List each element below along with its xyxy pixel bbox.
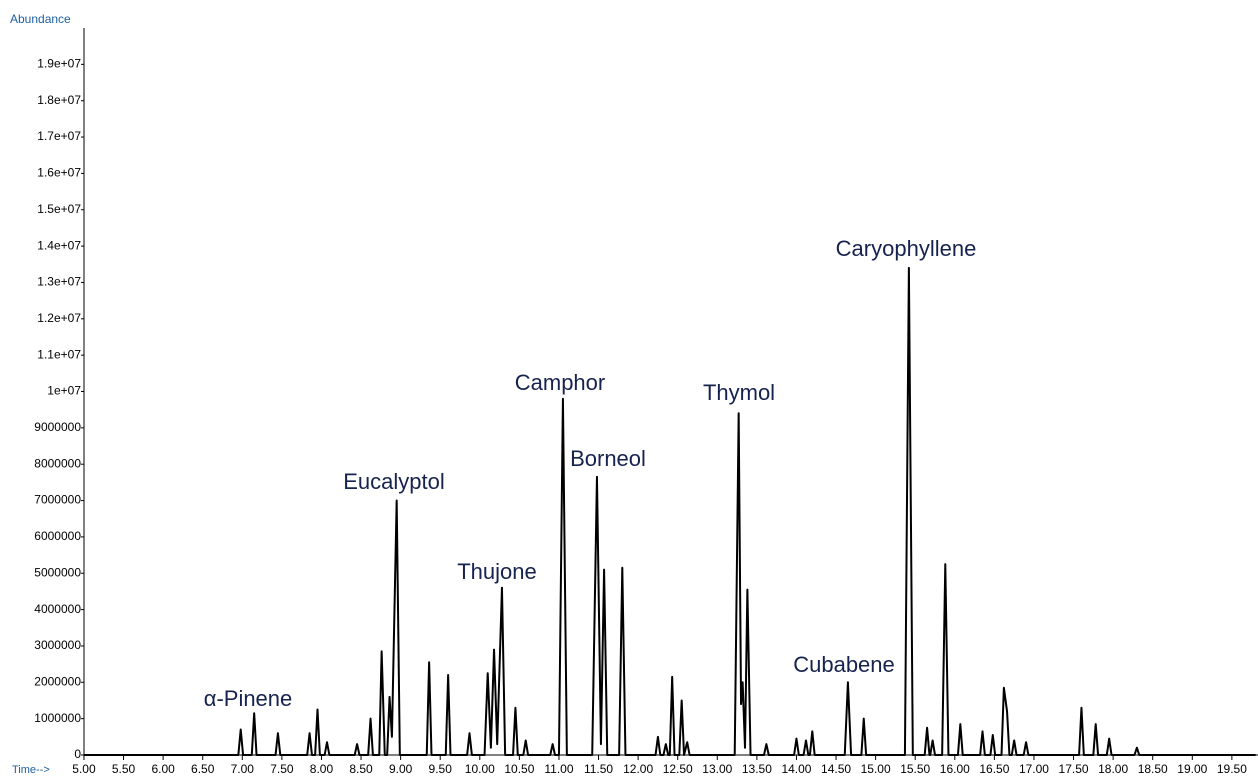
y-tick-label: 1.7e+07: [37, 129, 81, 143]
y-tick-label: 1.1e+07: [37, 347, 81, 361]
peak-label: α-Pinene: [204, 686, 293, 711]
y-tick-label: 1.9e+07: [37, 57, 81, 71]
x-tick-label: 17.00: [1019, 762, 1049, 776]
x-tick-label: 7.50: [270, 762, 294, 776]
x-tick-label: 8.50: [349, 762, 373, 776]
y-tick-label: 1.4e+07: [37, 238, 81, 252]
x-axis-label: Time-->: [12, 764, 50, 776]
peak-label: Thymol: [703, 380, 775, 405]
x-tick-label: 7.00: [231, 762, 255, 776]
y-tick-label: 3000000: [34, 638, 81, 652]
y-tick-label: 6000000: [34, 529, 81, 543]
y-tick-label: 1.8e+07: [37, 93, 81, 107]
x-tick-label: 9.00: [389, 762, 413, 776]
y-tick-label: 9000000: [34, 420, 81, 434]
x-tick-label: 10.00: [465, 762, 495, 776]
x-tick-label: 16.50: [979, 762, 1009, 776]
peak-label: Eucalyptol: [343, 469, 445, 494]
x-tick-label: 13.00: [702, 762, 732, 776]
x-tick-label: 19.00: [1177, 762, 1207, 776]
peak-label: Caryophyllene: [836, 236, 977, 261]
x-tick-label: 15.00: [861, 762, 891, 776]
y-axis-label: Abundance: [10, 12, 71, 26]
y-tick-label: 7000000: [34, 493, 81, 507]
y-tick-label: 1.6e+07: [37, 166, 81, 180]
peak-label: Thujone: [457, 559, 537, 584]
y-tick-label: 1.2e+07: [37, 311, 81, 325]
y-tick-label: 1.3e+07: [37, 275, 81, 289]
y-tick-label: 1000000: [34, 711, 81, 725]
x-tick-label: 16.00: [940, 762, 970, 776]
x-tick-label: 17.50: [1059, 762, 1089, 776]
x-tick-label: 19.50: [1217, 762, 1247, 776]
peak-label: Borneol: [570, 446, 646, 471]
x-tick-label: 8.00: [310, 762, 334, 776]
chromatogram-line: [83, 266, 1256, 756]
x-tick-label: 6.50: [191, 762, 215, 776]
y-tick-label: 1.5e+07: [37, 202, 81, 216]
x-tick-label: 10.50: [504, 762, 534, 776]
y-tick-label: 5000000: [34, 565, 81, 579]
peak-label: Cubabene: [793, 652, 895, 677]
y-tick-label: 4000000: [34, 602, 81, 616]
x-tick-label: 13.50: [742, 762, 772, 776]
x-tick-label: 5.00: [72, 762, 96, 776]
y-tick-label: 2000000: [34, 674, 81, 688]
x-tick-label: 12.50: [663, 762, 693, 776]
x-tick-label: 9.50: [429, 762, 453, 776]
peak-label: Camphor: [515, 370, 605, 395]
y-tick-label: 1e+07: [47, 384, 81, 398]
x-tick-label: 18.00: [1098, 762, 1128, 776]
x-tick-label: 18.50: [1138, 762, 1168, 776]
y-tick-label: 0: [74, 747, 81, 761]
x-tick-label: 11.50: [584, 762, 613, 776]
x-tick-label: 14.00: [781, 762, 811, 776]
y-tick-label: 8000000: [34, 456, 81, 470]
x-tick-label: 5.50: [112, 762, 136, 776]
x-tick-label: 6.00: [151, 762, 175, 776]
x-tick-label: 12.00: [623, 762, 653, 776]
x-tick-label: 14.50: [821, 762, 851, 776]
x-tick-label: 11.00: [544, 762, 573, 776]
x-tick-label: 15.50: [900, 762, 930, 776]
